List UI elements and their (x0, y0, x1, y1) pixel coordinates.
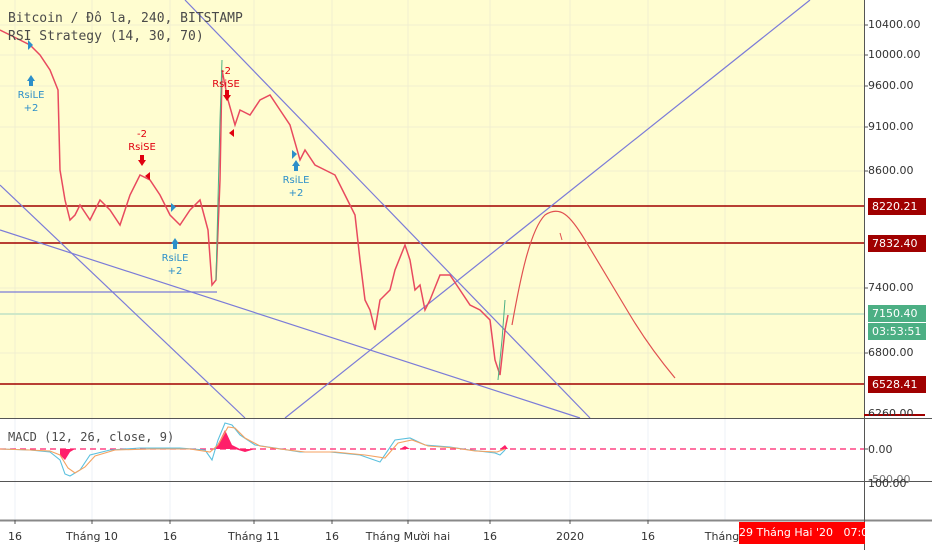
exit-marker-icon (229, 129, 234, 137)
macd-axis-tick: 0.00 (868, 443, 893, 456)
price-tick: 10000.00 (868, 48, 921, 61)
long-entry-arrow-icon (171, 238, 179, 249)
short-entry-arrow-icon (138, 155, 146, 166)
entry-marker-icon (292, 150, 297, 159)
long-entry-arrow-icon (292, 160, 300, 171)
empty-pane (0, 482, 864, 520)
signal-label: RsiLE +2 (282, 175, 310, 199)
short-entry-arrow-icon (223, 90, 231, 101)
level-badge[interactable]: 8220.21 (868, 198, 926, 215)
macd-axis-tick: 100.00 (868, 477, 907, 490)
signal-label: -2 RsiSE (212, 66, 240, 90)
entry-marker-icon (28, 40, 33, 50)
support-resistance-levels[interactable] (0, 205, 864, 385)
level-badge[interactable]: 7832.40 (868, 235, 926, 252)
price-series (0, 29, 509, 376)
bar-countdown: 03:53:51 (868, 323, 926, 340)
time-tick: Tháng Mười hai (365, 530, 451, 543)
price-tick: 6800.00 (868, 346, 914, 359)
price-tick: 7400.00 (868, 281, 914, 294)
time-tick: 16 (325, 530, 339, 543)
level-badge[interactable]: 6528.41 (868, 376, 926, 393)
entry-marker-icon (171, 203, 176, 212)
strategy-legend[interactable]: RSI Strategy (14, 30, 70) (8, 29, 204, 44)
crosshair-time-badge: 29 Tháng Hai '20 07:00 (739, 522, 875, 544)
time-tick: 16 (8, 530, 22, 543)
last-price-badge: 7150.40 (868, 305, 926, 322)
signal-line (0, 426, 506, 474)
time-tick: 16 (163, 530, 177, 543)
signal-label: -2 RsiSE (128, 129, 156, 153)
trendlines[interactable] (0, 0, 811, 419)
signal-label: RsiLE +2 (17, 90, 45, 114)
exit-marker-icon (145, 172, 150, 180)
macd-legend[interactable]: MACD (12, 26, close, 9) (8, 430, 175, 444)
symbol-legend[interactable]: Bitcoin / Đô la, 240, BITSTAMP (8, 11, 243, 26)
signal-label: RsiLE +2 (161, 253, 189, 277)
long-entry-arrow-icon (27, 75, 35, 86)
projection-curve (511, 210, 676, 379)
time-tick: 16 (641, 530, 655, 543)
time-tick: Tháng (704, 530, 740, 543)
time-tick: Tháng 11 (228, 530, 280, 543)
price-tick: 6260.00 (868, 407, 914, 416)
price-tick: 8600.00 (868, 164, 914, 177)
time-tick: 16 (483, 530, 497, 543)
price-tick: 10400.00 (868, 18, 921, 31)
macd-pane[interactable] (0, 419, 864, 481)
signal-markers (27, 40, 300, 249)
grid-lines (0, 0, 864, 418)
time-tick: Tháng 10 (66, 530, 118, 543)
macd-axis-tick: -500.00 (868, 473, 911, 486)
price-tick: 9100.00 (868, 120, 914, 133)
price-tick: 9600.00 (868, 79, 914, 92)
time-tick: 2020 (556, 530, 584, 543)
main-pane[interactable] (0, 0, 864, 418)
